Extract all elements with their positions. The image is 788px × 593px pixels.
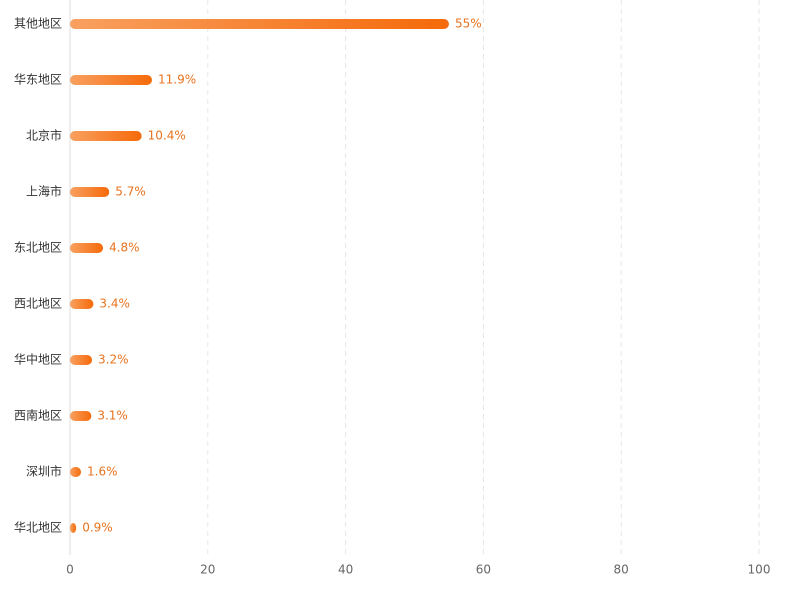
value-label: 55%	[455, 17, 482, 31]
bar	[70, 243, 104, 253]
bar	[70, 411, 92, 421]
value-label: 1.6%	[87, 465, 118, 479]
value-label: 10.4%	[148, 129, 186, 143]
bar	[70, 187, 110, 197]
value-label: 3.2%	[98, 353, 129, 367]
y-tick-label: 东北地区	[14, 241, 62, 255]
value-label: 11.9%	[158, 73, 196, 87]
x-tick-label: 100	[748, 563, 771, 577]
y-tick-label: 华北地区	[14, 521, 62, 535]
bar	[70, 467, 82, 477]
y-tick-label: 深圳市	[26, 464, 62, 479]
y-tick-label: 其他地区	[14, 17, 62, 31]
bar	[70, 523, 77, 533]
value-label: 0.9%	[82, 521, 113, 535]
bar	[70, 75, 152, 85]
x-tick-label: 0	[66, 563, 74, 577]
x-tick-label: 80	[614, 563, 629, 577]
y-tick-label: 上海市	[26, 184, 62, 199]
y-tick-label: 西北地区	[14, 297, 62, 311]
x-tick-label: 40	[338, 563, 353, 577]
bar	[70, 299, 94, 309]
y-tick-label: 华东地区	[14, 73, 62, 87]
y-tick-label: 北京市	[26, 128, 62, 143]
bar	[70, 19, 449, 29]
x-tick-label: 60	[476, 563, 491, 577]
value-label: 5.7%	[115, 185, 146, 199]
bar	[70, 131, 142, 141]
x-tick-label: 20	[200, 563, 215, 577]
y-tick-label: 西南地区	[14, 408, 62, 423]
value-label: 4.8%	[109, 241, 139, 255]
value-label: 3.1%	[97, 409, 128, 423]
y-tick-label: 华中地区	[14, 352, 62, 367]
value-label: 3.4%	[99, 297, 129, 311]
bar	[70, 355, 93, 365]
